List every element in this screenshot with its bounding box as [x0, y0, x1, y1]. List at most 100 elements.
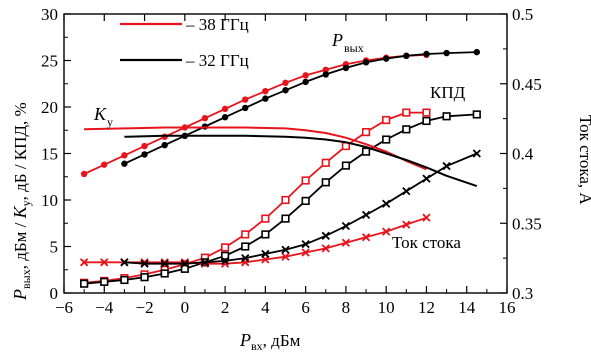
data-point	[361, 128, 371, 137]
data-point	[180, 259, 189, 268]
data-point	[101, 161, 108, 168]
data-point	[321, 178, 330, 187]
y-right-tick-label: 0.45	[512, 75, 542, 94]
data-point	[281, 195, 290, 205]
data-point	[221, 105, 229, 113]
data-point	[403, 52, 410, 60]
series-line	[124, 152, 478, 265]
data-point	[121, 152, 128, 159]
y-left-tick-label: 15	[41, 145, 58, 164]
series-7	[124, 134, 478, 188]
data-point	[402, 125, 411, 134]
data-point	[241, 242, 250, 251]
data-point	[341, 221, 351, 231]
data-point	[121, 160, 128, 167]
series-line	[83, 54, 427, 175]
y-right-tick-label: 0.35	[512, 214, 542, 233]
data-point	[262, 87, 269, 95]
series-line	[84, 126, 427, 171]
series-3	[80, 110, 481, 288]
data-point	[301, 196, 310, 206]
data-point	[422, 108, 431, 117]
data-point	[302, 72, 309, 79]
data-point	[342, 64, 350, 72]
data-point	[100, 258, 109, 267]
y-left-tick-label: 25	[41, 52, 58, 71]
data-point	[221, 114, 229, 121]
y-right-tick-label: 0.5	[512, 5, 533, 24]
y-left-tick-label: 5	[50, 238, 59, 257]
y-left-tick-label: 0	[50, 284, 59, 303]
annotation-eff: КПД	[430, 83, 466, 102]
x-tick-label: 8	[342, 298, 351, 317]
data-point	[361, 233, 371, 242]
data-point	[341, 238, 351, 247]
data-point	[322, 71, 329, 78]
x-tick-label: 0	[181, 298, 190, 317]
series-line	[124, 134, 478, 188]
y-left-tick-label: 30	[41, 5, 58, 24]
data-point	[442, 112, 451, 121]
data-point	[341, 161, 351, 170]
data-point	[301, 240, 310, 249]
series-line	[84, 111, 427, 284]
x-tick-label: 2	[221, 298, 230, 317]
x-tick-label: 14	[458, 298, 476, 317]
data-point	[160, 258, 169, 267]
legend-label-32: – 32 ГГц	[185, 51, 249, 70]
data-point	[443, 49, 450, 57]
data-point	[241, 253, 250, 263]
series-line	[124, 51, 477, 165]
data-point	[302, 78, 309, 86]
x-tick-label: 10	[378, 298, 395, 317]
data-point	[472, 149, 481, 158]
data-point	[281, 245, 290, 254]
legend-label-38: – 38 ГГц	[185, 15, 249, 34]
x-axis-title: Pвх, дБм	[239, 330, 301, 353]
data-point	[402, 108, 411, 117]
series-line	[84, 216, 427, 265]
data-point	[120, 275, 129, 285]
data-point	[382, 135, 391, 144]
data-point	[362, 59, 370, 66]
annotation-pout: P вых	[331, 30, 364, 55]
data-point	[301, 248, 310, 257]
data-point	[422, 116, 431, 126]
y-left-axis-title: Pвых, дБм / Kу, дБ / КПД, %	[10, 102, 33, 301]
data-point	[382, 115, 391, 125]
svg-text:K: K	[93, 104, 107, 124]
x-tick-label: 12	[418, 298, 435, 317]
data-point	[473, 48, 480, 56]
data-point	[361, 147, 371, 156]
x-tick-label: −4	[95, 298, 114, 317]
data-point	[322, 66, 329, 74]
data-point	[100, 277, 109, 286]
data-point	[321, 244, 330, 253]
tick-label-layer: −6 −4 −2 0 2 4 6 8 10 12 14 16 0 5 10 15 20 25 30 0.3 0.35 0.…	[41, 5, 542, 317]
data-point	[242, 104, 249, 112]
data-point	[261, 214, 270, 223]
x-tick-label: 6	[301, 298, 310, 317]
data-point	[180, 258, 189, 267]
data-point	[141, 151, 148, 158]
data-point	[140, 258, 149, 267]
data-point	[80, 258, 89, 267]
data-point	[220, 243, 230, 252]
x-tick-label: 16	[499, 298, 516, 317]
data-point	[160, 259, 169, 268]
data-point	[442, 161, 451, 171]
data-point	[361, 210, 371, 220]
y-right-tick-label: 0.3	[512, 284, 533, 303]
data-point	[282, 87, 289, 94]
data-point	[321, 231, 330, 240]
data-point	[180, 264, 189, 273]
data-point	[472, 110, 481, 119]
data-point	[321, 158, 330, 167]
data-point	[382, 199, 391, 208]
data-point	[241, 230, 250, 239]
y-left-tick-label: 10	[41, 191, 58, 210]
data-point	[220, 251, 230, 260]
x-tick-label: 4	[261, 298, 270, 317]
data-point	[402, 220, 411, 229]
